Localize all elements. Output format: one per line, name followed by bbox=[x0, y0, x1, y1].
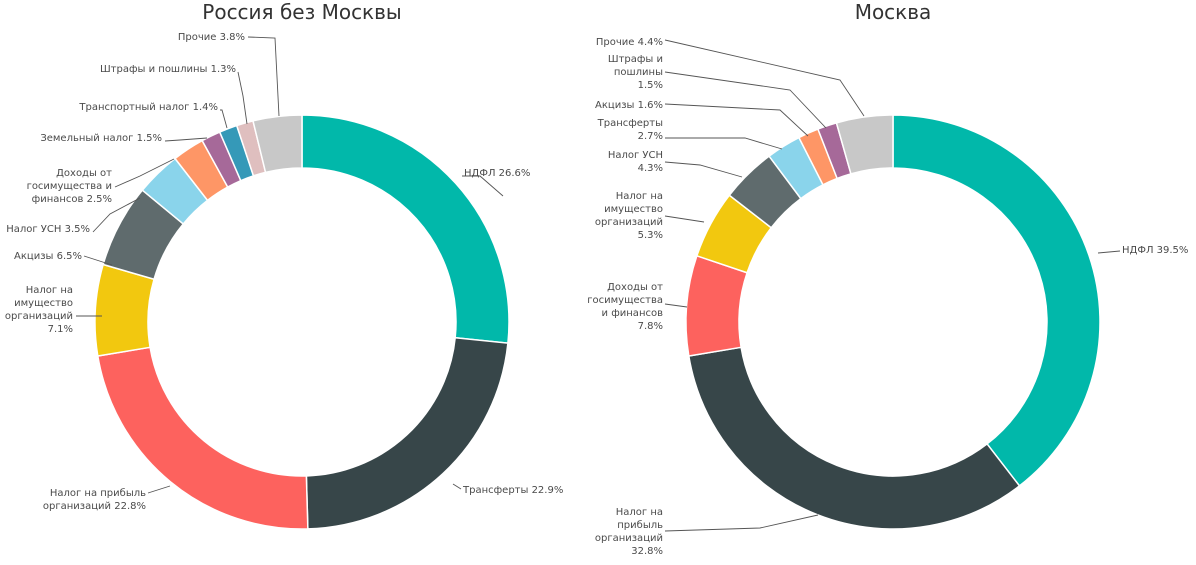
data-label-налог-усн: Налог УСН 4.3% bbox=[608, 150, 663, 174]
slice-налог-на-имущество-организаций[interactable] bbox=[94, 263, 155, 357]
data-label-налог-на-имущество-организаций: Налог на имущество организаций 5.3% bbox=[595, 191, 663, 241]
data-label-line: Штрафы и bbox=[608, 54, 663, 65]
data-label-line: Прочие 4.4% bbox=[596, 37, 663, 48]
leader-line-транспортный-налог bbox=[220, 109, 228, 129]
data-label-line: 1.5% bbox=[638, 80, 663, 91]
data-label-акцизы: Акцизы 1.6% bbox=[595, 100, 663, 111]
data-label-line: организаций bbox=[5, 311, 73, 322]
leader-line-доходы-от-госимущества-и-финансов bbox=[114, 158, 175, 188]
data-label-line: Штрафы и пошлины 1.3% bbox=[100, 64, 236, 75]
data-label-доходы-от-госимущества-и-финансов: Доходы от госимущества и финансов 7.8% bbox=[587, 282, 663, 332]
chart-title: Москва bbox=[855, 0, 932, 24]
leader-lines-group bbox=[664, 39, 1121, 532]
data-label-line: Транспортный налог 1.4% bbox=[78, 102, 218, 113]
data-label-line: Налог УСН bbox=[608, 150, 663, 161]
data-label-line: Трансферты bbox=[597, 118, 663, 129]
data-label-line: Акцизы 6.5% bbox=[14, 251, 82, 262]
leader-line-налог-на-имущество-организаций bbox=[664, 215, 705, 223]
data-label-налог-на-прибыль-организаций: Налог на прибыль организаций 32.8% bbox=[595, 507, 663, 557]
data-label-line: прибыль bbox=[617, 520, 663, 531]
data-label-line: 7.1% bbox=[48, 324, 73, 335]
data-label-line: Налог УСН 3.5% bbox=[6, 224, 90, 235]
data-label-line: Налог на bbox=[616, 191, 663, 202]
slices-group bbox=[94, 114, 510, 530]
data-label-line: 7.8% bbox=[638, 321, 663, 332]
slice-прочие[interactable] bbox=[252, 114, 303, 174]
data-label-штрафы-и-пошлины: Штрафы и пошлины 1.5% bbox=[608, 54, 663, 91]
data-label-штрафы-и-пошлины: Штрафы и пошлины 1.3% bbox=[100, 64, 236, 75]
leader-line-ндфл bbox=[1097, 250, 1121, 254]
leader-line-акцизы bbox=[664, 103, 809, 137]
chart-moscow: Москва НДФЛ 39.5% Налог на прибыль организа… bbox=[587, 0, 1188, 557]
chart-russia-without-moscow: Россия без Москвы НДФЛ 26.6% Трансферты 2… bbox=[5, 0, 563, 530]
data-label-трансферты: Трансферты 2.7% bbox=[597, 118, 663, 142]
slice-трансферты[interactable] bbox=[305, 336, 509, 530]
leader-line-трансферты bbox=[452, 483, 462, 490]
data-label-line: Трансферты 22.9% bbox=[462, 485, 563, 496]
slice-ндфл[interactable] bbox=[301, 114, 510, 344]
leader-lines-group bbox=[76, 36, 504, 494]
data-label-line: НДФЛ 39.5% bbox=[1122, 245, 1188, 256]
data-label-прочие: Прочие 3.8% bbox=[178, 32, 245, 43]
data-label-line: 4.3% bbox=[638, 163, 663, 174]
data-label-ндфл: НДФЛ 26.6% bbox=[464, 168, 530, 179]
data-label-земельный-налог: Земельный налог 1.5% bbox=[40, 133, 162, 144]
data-label-ндфл: НДФЛ 39.5% bbox=[1122, 245, 1188, 256]
leader-line-доходы-от-госимущества-и-финансов bbox=[664, 303, 688, 308]
slice-ндфл[interactable] bbox=[892, 114, 1101, 487]
labels-group: НДФЛ 39.5% Налог на прибыль организаций 32.8… bbox=[587, 37, 1188, 557]
leader-line-земельный-налог bbox=[164, 137, 208, 142]
data-label-line: 32.8% bbox=[631, 546, 663, 557]
leader-line-прочие bbox=[247, 36, 280, 117]
data-label-line: Налог на bbox=[616, 507, 663, 518]
data-label-line: пошлины bbox=[614, 67, 663, 78]
data-label-line: НДФЛ 26.6% bbox=[464, 168, 530, 179]
data-label-налог-на-имущество-организаций: Налог на имущество организаций 7.1% bbox=[5, 285, 73, 335]
data-label-налог-усн: Налог УСН 3.5% bbox=[6, 224, 90, 235]
data-label-line: Акцизы 1.6% bbox=[595, 100, 663, 111]
chart-title: Россия без Москвы bbox=[202, 0, 401, 24]
data-label-line: Прочие 3.8% bbox=[178, 32, 245, 43]
data-label-прочие: Прочие 4.4% bbox=[596, 37, 663, 48]
leader-line-штрафы-и-пошлины bbox=[237, 71, 248, 125]
leader-line-штрафы-и-пошлины bbox=[664, 71, 827, 129]
data-label-акцизы: Акцизы 6.5% bbox=[14, 251, 82, 262]
data-label-line: имущество bbox=[604, 204, 663, 215]
data-label-трансферты: Трансферты 22.9% bbox=[462, 485, 563, 496]
data-label-line: организаций bbox=[595, 533, 663, 544]
data-label-line: организаций bbox=[595, 217, 663, 228]
data-label-line: госимущества и bbox=[27, 181, 112, 192]
labels-group: НДФЛ 26.6% Трансферты 22.9% Налог на прибы… bbox=[5, 32, 563, 512]
slice-налог-на-прибыль-организаций[interactable] bbox=[687, 346, 1021, 530]
slices-group bbox=[685, 114, 1101, 530]
data-label-line: и финансов bbox=[602, 308, 664, 319]
leader-line-налог-на-прибыль-организаций bbox=[147, 485, 171, 494]
data-label-налог-на-прибыль-организаций: Налог на прибыль организаций 22.8% bbox=[43, 488, 146, 512]
data-label-line: Доходы от bbox=[56, 168, 112, 179]
leader-line-налог-усн bbox=[92, 197, 141, 233]
leader-line-налог-на-прибыль-организаций bbox=[664, 514, 819, 532]
data-label-line: 5.3% bbox=[638, 230, 663, 241]
data-label-line: Доходы от bbox=[607, 282, 663, 293]
slice-прочие[interactable] bbox=[835, 114, 894, 175]
data-label-line: организаций 22.8% bbox=[43, 501, 146, 512]
data-label-line: имущество bbox=[14, 298, 73, 309]
slice-доходы-от-госимущества-и-финансов[interactable] bbox=[685, 254, 749, 357]
leader-line-акцизы bbox=[83, 255, 113, 266]
leader-line-налог-усн bbox=[664, 161, 743, 178]
data-label-line: Земельный налог 1.5% bbox=[40, 133, 162, 144]
data-label-line: Налог на bbox=[26, 285, 73, 296]
leader-line-трансферты bbox=[665, 137, 783, 150]
leader-line-ндфл bbox=[462, 175, 504, 197]
data-label-line: финансов 2.5% bbox=[32, 194, 112, 205]
data-label-line: госимущества bbox=[587, 295, 663, 306]
data-label-line: 2.7% bbox=[638, 131, 663, 142]
leader-line-прочие bbox=[664, 39, 865, 117]
data-label-доходы-от-госимущества-и-финансов: Доходы от госимущества и финансов 2.5% bbox=[27, 168, 113, 205]
data-label-line: Налог на прибыль bbox=[50, 488, 146, 499]
data-label-транспортный-налог: Транспортный налог 1.4% bbox=[78, 102, 218, 113]
